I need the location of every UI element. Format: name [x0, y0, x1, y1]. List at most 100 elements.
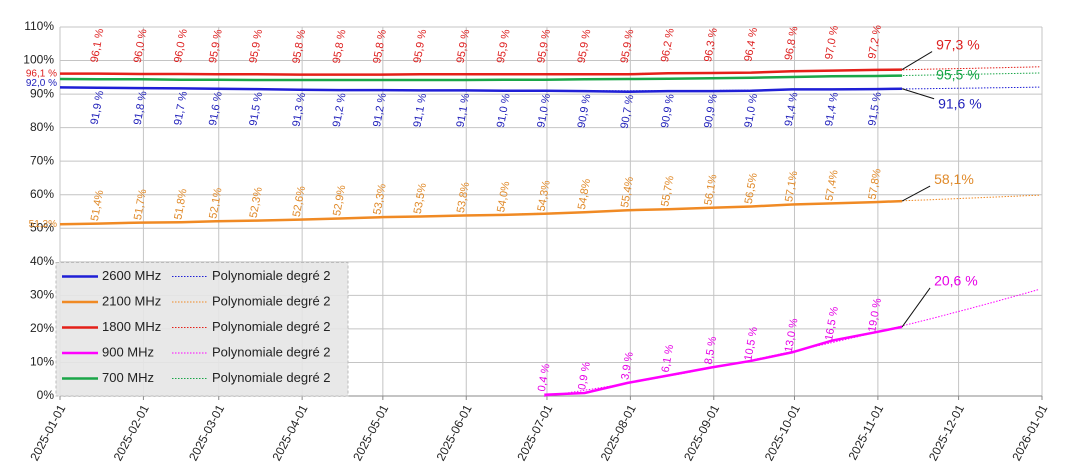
value-label: 95,9 % — [247, 28, 265, 64]
value-label: 95,8 % — [290, 28, 308, 64]
y-tick-label: 70% — [30, 153, 54, 167]
value-label: 95,9 % — [576, 28, 594, 64]
value-label: 91,1 % — [412, 92, 430, 128]
y-tick-label: 40% — [30, 254, 54, 268]
value-label: 52,9% — [331, 184, 348, 217]
value-label: 55,7% — [659, 175, 676, 208]
value-label: 96,1 % — [26, 68, 57, 79]
value-label: 96,2 % — [659, 27, 677, 63]
y-tick-label: 80% — [30, 120, 54, 134]
value-label: 54,3% — [536, 179, 553, 212]
value-label: 95,8 % — [371, 28, 389, 64]
value-label: 96,0 % — [132, 28, 150, 64]
value-label: 96,0 % — [172, 28, 190, 64]
value-label: 10,5 % — [742, 326, 760, 362]
value-label: 52,6% — [291, 185, 308, 218]
legend-trend-label: Polynomiale degré 2 — [212, 293, 331, 308]
y-tick-label: 0% — [37, 388, 55, 402]
value-label: 51,7% — [132, 188, 149, 221]
value-label: 51,4% — [89, 189, 106, 222]
value-label: 96,1 % — [89, 27, 107, 63]
value-label: 95,9 % — [495, 28, 513, 64]
value-label: 19,0 % — [866, 297, 884, 333]
legend: 2600 MHz Polynomiale degré 2 2100 MHz Polyn… — [55, 262, 349, 397]
series-line — [59, 74, 903, 82]
end-label: 97,3 % — [936, 36, 980, 52]
value-label: 52,1% — [207, 187, 224, 220]
leader-line — [901, 88, 935, 100]
value-label: 91,5 % — [866, 91, 884, 127]
legend-label: 2600 MHz — [102, 268, 161, 283]
value-label: 53,8% — [455, 181, 472, 214]
value-label: 95,9 % — [455, 28, 473, 64]
value-label: 0,4 % — [536, 363, 553, 393]
value-label: 92,0 % — [26, 78, 57, 89]
lines — [59, 68, 903, 396]
y-tick-label: 30% — [30, 288, 54, 302]
legend-trend-label: Polynomiale degré 2 — [212, 319, 331, 334]
value-label: 57,1% — [783, 170, 800, 203]
value-label: 97,0 % — [823, 24, 841, 60]
value-label: 96,4 % — [742, 26, 760, 62]
value-label: 95,9 % — [619, 28, 637, 64]
value-label: 53,5% — [412, 182, 429, 215]
end-label: 91,6 % — [938, 95, 982, 111]
value-label: 91,3 % — [290, 92, 308, 128]
y-tick-label: 90% — [30, 86, 54, 100]
series-line — [60, 68, 903, 76]
y-tick-label: 50% — [30, 220, 54, 234]
value-label: 16,5 % — [823, 306, 841, 342]
value-label: 95,9 % — [535, 28, 553, 64]
value-label: 8,5 % — [703, 335, 720, 365]
legend-label: 1800 MHz — [102, 319, 161, 334]
value-label: 91,1 % — [455, 92, 473, 128]
value-label: 52,3% — [248, 186, 265, 219]
y-tick-label: 20% — [30, 321, 54, 335]
value-label: 0,9 % — [576, 361, 593, 391]
value-label: 3,9 % — [619, 351, 636, 381]
legend-label: 700 MHz — [102, 370, 154, 385]
value-label: 96,3 % — [702, 27, 720, 63]
leader-line — [901, 185, 931, 202]
value-label: 91,2 % — [371, 92, 389, 128]
value-label: 91,7 % — [172, 90, 190, 126]
value-label: 53,3% — [371, 183, 388, 216]
value-label: 90,9 % — [659, 93, 677, 129]
legend-trend-label: Polynomiale degré 2 — [212, 370, 331, 385]
series-line — [59, 86, 903, 93]
value-label: 57,8% — [866, 167, 883, 200]
trendline — [544, 288, 1040, 397]
value-label: 91,9 % — [89, 90, 107, 126]
y-tick-label: 60% — [30, 187, 54, 201]
value-label: 55,4% — [619, 176, 636, 209]
value-label: 54,8% — [576, 178, 593, 211]
value-label: 90,9 % — [702, 93, 720, 129]
value-label: 91,5 % — [247, 91, 265, 127]
legend-trend-label: Polynomiale degré 2 — [212, 344, 331, 359]
value-label: 91,2 % — [331, 92, 349, 128]
value-label: 90,7 % — [619, 94, 637, 130]
end-label: 20,6 % — [934, 273, 978, 289]
value-label: 97,2 % — [866, 24, 884, 60]
y-tick-label: 10% — [30, 355, 54, 369]
legend-label: 2100 MHz — [102, 293, 161, 308]
end-label: 95,5 % — [936, 66, 980, 82]
value-label: 56,1% — [702, 173, 719, 206]
value-label: 95,9 % — [412, 28, 430, 64]
value-label: 51,8% — [172, 188, 189, 221]
value-label: 90,9 % — [576, 93, 594, 129]
end-label: 58,1% — [934, 171, 974, 187]
value-label: 91,6 % — [207, 91, 225, 127]
leader-line — [901, 51, 933, 71]
value-label: 91,0 % — [495, 93, 513, 129]
value-label: 95,8 % — [331, 28, 349, 64]
value-label: 6,1 % — [660, 343, 677, 373]
series-line — [544, 325, 903, 396]
y-tick-label: 100% — [23, 53, 54, 67]
value-label: 13,0 % — [783, 317, 801, 353]
value-labels: 92,0 % 91,9 % 91,8 % 91,7 % 91,6 % 91,5 % 91,3… — [26, 24, 982, 393]
value-label: 56,5% — [743, 172, 760, 205]
value-label: 91,0 % — [742, 93, 760, 129]
legend-label: 900 MHz — [102, 344, 154, 359]
